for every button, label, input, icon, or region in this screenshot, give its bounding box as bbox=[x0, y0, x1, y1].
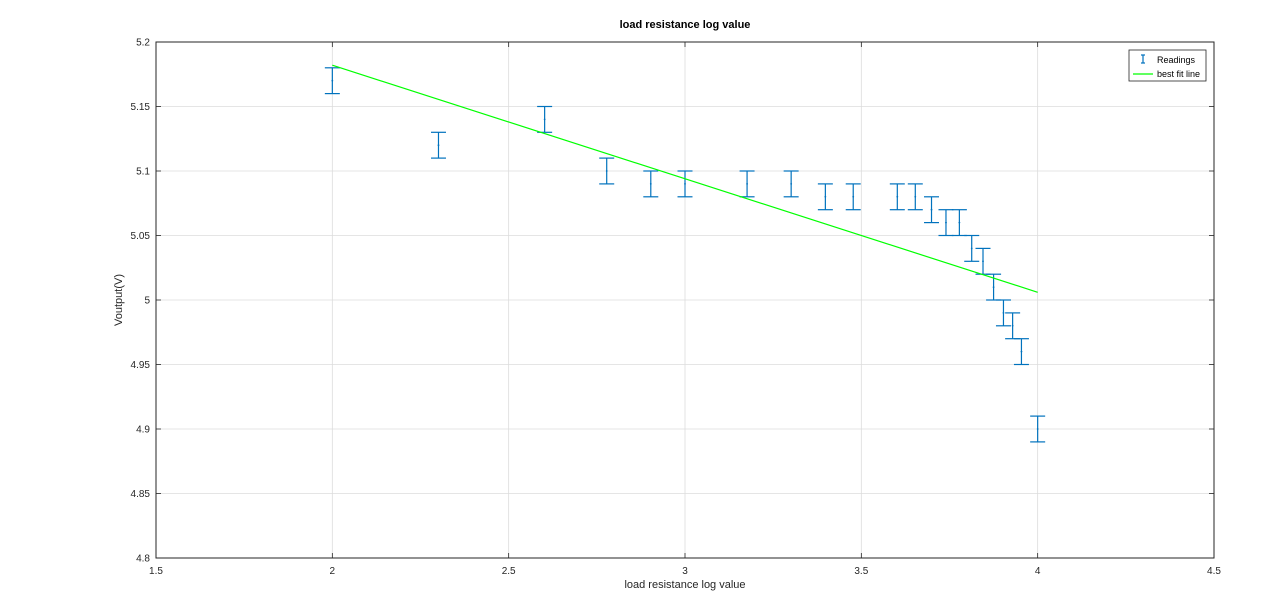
data-point bbox=[982, 260, 984, 263]
x-tick-label: 3 bbox=[682, 566, 688, 577]
y-tick-label: 5.1 bbox=[136, 167, 150, 178]
legend-best-fit-label: best fit line bbox=[1157, 69, 1200, 79]
error-bar-point bbox=[677, 170, 693, 198]
data-point bbox=[1011, 324, 1014, 327]
error-bar-point bbox=[324, 67, 340, 95]
error-bar-point bbox=[938, 209, 954, 237]
data-point bbox=[684, 183, 686, 185]
data-point bbox=[790, 183, 793, 185]
legend-readings-label: Readings bbox=[1157, 55, 1196, 65]
error-bar-point bbox=[907, 183, 923, 211]
data-point bbox=[930, 208, 933, 211]
data-point bbox=[945, 221, 947, 224]
series-layer bbox=[324, 64, 1046, 443]
data-point bbox=[824, 195, 827, 198]
x-tick-label: 2.5 bbox=[502, 566, 516, 577]
data-point bbox=[852, 195, 855, 198]
x-tick-label: 4 bbox=[1035, 566, 1041, 577]
chart-title: load resistance log value bbox=[620, 19, 751, 31]
y-tick-label: 4.95 bbox=[131, 360, 151, 371]
error-bar-point bbox=[995, 299, 1011, 327]
x-tick-label: 2 bbox=[330, 566, 336, 577]
data-point bbox=[746, 183, 748, 185]
x-tick-label: 1.5 bbox=[149, 566, 163, 577]
error-bar-point bbox=[1030, 415, 1046, 443]
y-tick-label: 4.85 bbox=[131, 489, 151, 500]
data-point bbox=[1002, 312, 1005, 314]
y-tick-label: 5.15 bbox=[131, 102, 151, 113]
axis-ticks: 1.5 2 2.5 3 3.5 4 4.5 4.8 4.85 4.9 4.95 5 5.05 5.1 5.1… bbox=[131, 38, 1222, 578]
y-tick-label: 5.2 bbox=[136, 38, 150, 49]
data-point bbox=[914, 195, 917, 198]
error-bar-point bbox=[924, 196, 940, 224]
data-point bbox=[437, 144, 440, 147]
error-bar-point bbox=[783, 170, 799, 198]
x-tick-label: 3.5 bbox=[854, 566, 868, 577]
data-point bbox=[958, 221, 961, 224]
data-point bbox=[331, 79, 334, 82]
y-tick-label: 4.9 bbox=[136, 425, 150, 436]
y-tick-label: 5 bbox=[144, 296, 150, 307]
data-point bbox=[543, 118, 546, 121]
x-axis-label: load resistance log value bbox=[624, 579, 745, 591]
y-tick-label: 5.05 bbox=[131, 231, 151, 242]
data-point bbox=[605, 170, 608, 172]
error-bar-point bbox=[430, 131, 446, 159]
legend-readings-marker bbox=[1141, 54, 1145, 64]
error-bar-point bbox=[964, 234, 980, 262]
best-fit-line bbox=[332, 64, 1038, 293]
data-point bbox=[1020, 350, 1023, 353]
error-bar-point bbox=[889, 183, 905, 211]
error-bar-point bbox=[643, 170, 659, 198]
data-point bbox=[1036, 428, 1039, 430]
error-bar-point bbox=[845, 183, 861, 211]
legend: Readings best fit line bbox=[1128, 49, 1207, 82]
error-bar-point bbox=[817, 183, 833, 211]
data-point bbox=[649, 183, 652, 185]
data-point bbox=[970, 247, 973, 250]
data-point bbox=[896, 195, 899, 198]
error-bar-point bbox=[1013, 338, 1029, 366]
data-point bbox=[992, 286, 995, 288]
y-axis-label: Voutput(V) bbox=[113, 274, 125, 326]
y-tick-label: 4.8 bbox=[136, 554, 150, 565]
error-bar-point bbox=[599, 157, 615, 185]
x-tick-label: 4.5 bbox=[1207, 566, 1221, 577]
